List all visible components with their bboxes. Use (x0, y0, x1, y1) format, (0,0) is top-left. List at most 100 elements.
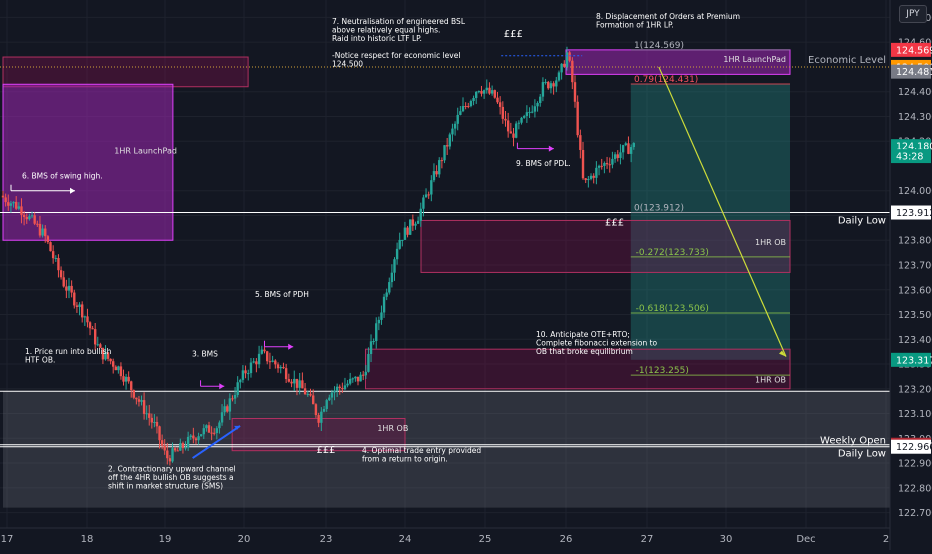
liquidity-mark: £££ (605, 217, 624, 228)
candle (549, 80, 553, 94)
candle-body (207, 425, 211, 433)
candle (343, 377, 347, 391)
candle (472, 95, 475, 106)
fib-label: -0.618(123.506) (636, 304, 709, 314)
candle-body (539, 96, 542, 104)
zone-label-1hr-ob-lower: 1HR OB (755, 376, 786, 385)
x-tick-label: 17 (1, 534, 14, 545)
candle-body (293, 378, 296, 384)
candle (184, 441, 187, 451)
candle (600, 158, 603, 170)
fib-levels: 1(124.569) 0.79(124.431) 0(123.912) -0.272(… (630, 41, 790, 376)
candle (563, 60, 566, 68)
candle-body (236, 382, 239, 395)
x-tick-label: 23 (320, 534, 333, 545)
y-tick-label: 124.300 (898, 112, 932, 123)
candle-body (49, 242, 52, 252)
candle-body (70, 285, 73, 293)
candle-body (512, 133, 515, 138)
candle-body (427, 194, 430, 196)
annotation-line: off the 4HR bullish OB suggests a (108, 473, 234, 482)
price-label: 123.912 (891, 205, 932, 220)
candle-body (456, 114, 459, 124)
annotation-line: 6. BMS of swing high. (22, 171, 103, 180)
candle (220, 404, 224, 426)
candle (93, 322, 97, 351)
candle (99, 342, 102, 349)
candle (528, 107, 531, 119)
currency-badge[interactable]: JPY (899, 5, 927, 23)
candle-body (416, 220, 420, 224)
candle (9, 200, 13, 213)
candle-body (260, 349, 263, 354)
candle-body (498, 102, 502, 107)
candle (568, 50, 571, 63)
candle (44, 225, 47, 243)
candle-body (127, 376, 130, 382)
candle (438, 157, 441, 178)
candle-body (328, 397, 331, 401)
candle-body (57, 257, 60, 271)
candle-body (627, 143, 630, 154)
candle (266, 350, 269, 365)
candle-body (330, 392, 334, 398)
candle (514, 121, 518, 139)
candle (409, 219, 412, 236)
candle (335, 383, 339, 398)
candle (145, 405, 148, 420)
price-label: 124.569 (891, 42, 932, 57)
candle (287, 373, 291, 383)
candle-body (385, 292, 388, 297)
candle (377, 316, 381, 331)
candle-body (303, 388, 307, 395)
candle (621, 144, 625, 160)
candle-body (592, 175, 595, 178)
candle-body (145, 413, 148, 415)
candle-body (432, 171, 436, 181)
candle (215, 426, 219, 440)
level-labels: Economic Level Daily Low Weekly Open Daily … (808, 55, 886, 460)
candle (584, 178, 587, 184)
price-label-text: 43:28 (896, 152, 923, 163)
candle-body (401, 239, 404, 241)
annotation-note-3: 3. BMS (192, 350, 218, 359)
candle-body (325, 400, 328, 409)
fib-label: 1(124.569) (634, 41, 684, 51)
candle (312, 389, 315, 405)
candle (403, 221, 407, 240)
annotation-note-6: 6. BMS of swing high. (22, 171, 103, 180)
candle (223, 399, 226, 416)
candle (271, 355, 274, 363)
candle-body (312, 395, 315, 405)
candle (244, 365, 247, 379)
price-label-box (891, 439, 931, 454)
candle (359, 371, 362, 382)
fib-label: 0.79(124.431) (634, 75, 698, 85)
candle (306, 390, 309, 397)
candle-body (506, 120, 510, 132)
candle-body (560, 63, 563, 73)
candle (317, 412, 320, 428)
candle-body (544, 81, 547, 83)
candle (533, 99, 537, 118)
candle (309, 388, 312, 397)
candle-body (179, 443, 182, 451)
candle (260, 345, 263, 355)
candle (498, 96, 502, 115)
price-label-text: 124.180 (896, 142, 932, 153)
candle (124, 373, 128, 390)
candle-body (62, 277, 65, 287)
candle (320, 407, 323, 431)
annotation-line: 5. BMS of PDH (255, 290, 309, 299)
candle (589, 173, 593, 181)
candle (419, 202, 422, 227)
candle-body (480, 91, 483, 94)
candle (367, 347, 370, 373)
candle (163, 439, 166, 455)
candle-body (619, 152, 622, 158)
candle-body (624, 143, 627, 146)
candle-body (346, 383, 349, 386)
